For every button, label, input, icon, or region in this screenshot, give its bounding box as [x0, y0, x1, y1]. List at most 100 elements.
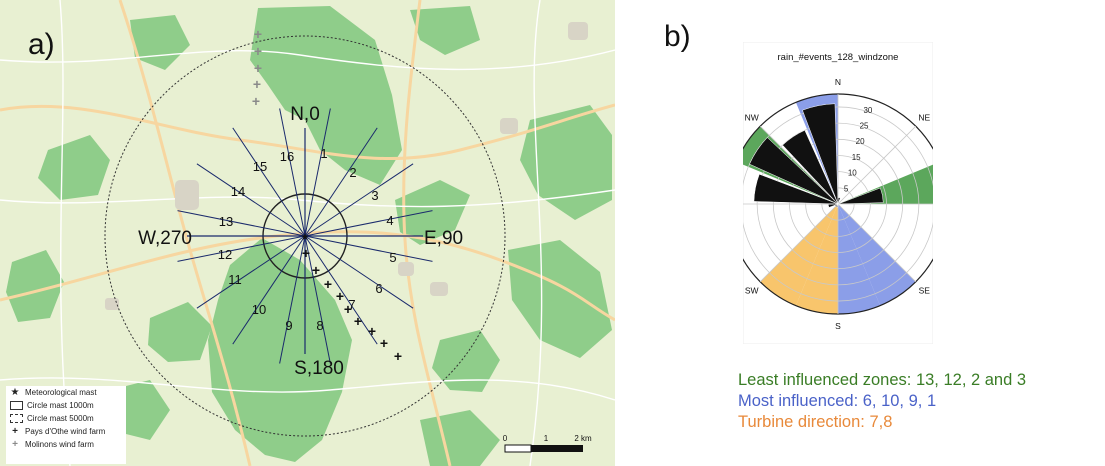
radial-tick-labels: 5 10 15 20 25 30 — [844, 106, 873, 193]
turbine-marker: + — [368, 323, 376, 339]
bar-zone-3 — [749, 137, 839, 205]
sector-boundary — [177, 210, 306, 237]
turbine-marker: + — [336, 288, 344, 304]
direction-label-sw: SW — [745, 285, 759, 295]
sector-lines — [177, 108, 433, 364]
sector-boundary — [196, 163, 306, 237]
cardinal-label-north: N,0 — [290, 104, 320, 125]
turbine-marker: + — [394, 348, 402, 364]
direction-labels: NNWWSWSSEENE — [745, 77, 931, 331]
scale-label-0: 0 — [503, 434, 508, 443]
radial-tick-label: 15 — [852, 153, 861, 162]
radial-tick-label: 25 — [860, 122, 869, 131]
turbine-marker: + — [354, 313, 362, 329]
sector-label: 9 — [285, 318, 292, 333]
direction-label-n: N — [835, 77, 841, 87]
village — [568, 22, 588, 40]
molinons-wind-farm: + + + + + — [252, 26, 262, 109]
grid-spoke — [759, 125, 839, 205]
radial-tick-label: 5 — [844, 184, 849, 193]
legend-label: Circle mast 1000m — [27, 401, 94, 410]
sector-label: 14 — [231, 184, 245, 199]
plus-grey-icon: + — [12, 439, 18, 450]
scale-bar-black — [531, 445, 583, 452]
sector-label: 12 — [218, 247, 232, 262]
forest-patch — [508, 240, 612, 358]
highlight-most-zone-9 — [838, 204, 881, 314]
village — [430, 282, 448, 296]
plus-icon: + — [12, 426, 18, 437]
turbine-marker-grey: + — [254, 26, 262, 42]
village — [175, 180, 199, 210]
findings-text: Least influenced zones: 13, 12, 2 and 3 … — [738, 370, 1026, 433]
sector-boundary — [304, 163, 414, 237]
radial-tick-label: 30 — [863, 106, 872, 115]
sector-boundary — [196, 235, 306, 309]
sector-label: 6 — [375, 281, 382, 296]
map-legend: ★ Meteorological mast Circle mast 1000m … — [6, 386, 126, 464]
sector-label: 16 — [280, 149, 294, 164]
legend-label: Molinons wind farm — [25, 440, 94, 449]
sector-boundary — [232, 235, 306, 345]
star-icon: ★ — [10, 387, 20, 398]
road — [402, 0, 452, 466]
sector-boundary — [279, 235, 306, 364]
cardinal-label-west: W,270 — [138, 228, 192, 249]
turbine-marker-grey: + — [254, 60, 262, 76]
forest-patch — [410, 6, 480, 55]
minor-road — [0, 189, 615, 208]
legend-label: Circle mast 5000m — [27, 414, 94, 423]
bar-zone-13 — [837, 187, 884, 205]
meteorological-mast-marker: ★ — [301, 232, 310, 243]
panel-b-label: b) — [664, 20, 691, 53]
minor-road — [0, 49, 615, 71]
village — [398, 262, 414, 276]
sector-boundary — [304, 235, 331, 364]
bar-zone-16 — [837, 197, 841, 205]
grid-spoke — [759, 203, 839, 283]
forest-patch — [6, 250, 64, 322]
forest-patch — [395, 180, 470, 245]
bar-zone-2 — [782, 129, 839, 205]
map-panel: ★ + + + + + + + + + + + + + + N,0 E,90 S… — [0, 0, 615, 466]
turbine-marker: + — [312, 262, 320, 278]
grid-spoke — [837, 203, 917, 283]
minor-road — [59, 0, 71, 466]
bar-zone-8 — [836, 203, 839, 208]
sector-label: 1 — [320, 146, 327, 161]
sector-boundary — [304, 127, 378, 237]
sector-boundary — [279, 108, 306, 237]
circle-5000m — [104, 35, 506, 437]
finding-least: Least influenced zones: 13, 12, 2 and 3 — [738, 371, 1027, 389]
scale-bar-white — [504, 444, 532, 453]
pays-d-othe-wind-farm: + + + + + + + + + — [302, 245, 402, 364]
cardinal-label-east: E,90 — [424, 228, 463, 249]
grid-spoke — [837, 125, 917, 205]
bar-zone-1 — [802, 103, 839, 205]
finding-most: Most influenced: 6, 10, 9, 1 — [738, 392, 937, 410]
box-icon — [10, 401, 23, 410]
sector-boundary — [304, 235, 414, 309]
legend-item-mast: ★ Meteorological mast — [6, 386, 126, 399]
highlight-least-zone-13 — [838, 164, 933, 204]
legend-item-pays-d-othe: + Pays d'Othe wind farm — [6, 425, 126, 438]
sector-label: 4 — [386, 213, 393, 228]
forest-patch — [38, 135, 110, 200]
highlight-turbine-zone-8 — [795, 204, 838, 314]
polar-grid — [743, 93, 933, 315]
scale-bar: 0 1 2 km — [503, 434, 592, 453]
sector-boundary — [177, 235, 306, 262]
sector-label: 13 — [219, 214, 233, 229]
sector-boundary — [304, 235, 433, 262]
forest-patch — [208, 238, 352, 462]
sector-label: 2 — [349, 165, 356, 180]
roads — [0, 0, 615, 466]
bar-zone-4 — [753, 173, 839, 205]
minor-road — [529, 0, 543, 466]
legend-label: Meteorological mast — [25, 388, 97, 397]
scale-label-2km: 2 km — [574, 434, 592, 443]
sector-label: 15 — [253, 159, 267, 174]
chart-title: rain_#events_128_windzone — [778, 52, 899, 63]
wind-rose-panel: b) rain_#events_128_windzone 5 10 15 20 25 30… — [660, 0, 1105, 466]
turbine-marker-grey: + — [252, 93, 260, 109]
